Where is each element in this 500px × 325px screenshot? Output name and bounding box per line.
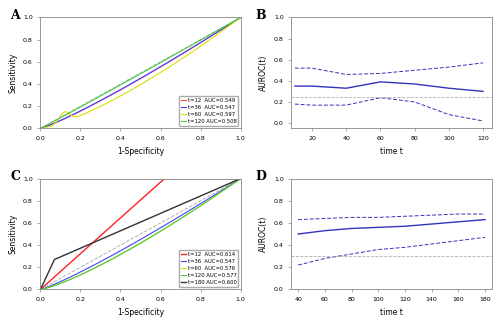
t=120 AUC=0.508 bbox=[134, 74, 140, 78]
t=180 AUC=0.600 bbox=[233, 179, 239, 183]
t=60  AUC=0.597 bbox=[146, 78, 152, 82]
t=12  AUC=0.549 bbox=[202, 38, 207, 42]
t=36  AUC=0.547 bbox=[132, 79, 138, 83]
t=36  AUC=0.547 bbox=[134, 79, 140, 83]
t=12  AUC=0.614 bbox=[202, 176, 208, 180]
X-axis label: time t: time t bbox=[380, 147, 403, 156]
t=60  AUC=0.597 bbox=[132, 85, 138, 89]
t=12  AUC=0.549 bbox=[238, 16, 244, 20]
Legend: t=12  AUC=0.614, t=36  AUC=0.547, t=60  AUC=0.576, t=120 AUC=0.577, t=180 AUC=0.: t=12 AUC=0.614, t=36 AUC=0.547, t=60 AUC… bbox=[179, 250, 238, 287]
t=36  AUC=0.547 bbox=[233, 19, 239, 22]
t=36  AUC=0.547 bbox=[132, 240, 138, 244]
t=60  AUC=0.597 bbox=[233, 19, 239, 23]
t=36  AUC=0.547 bbox=[156, 65, 162, 69]
t=36  AUC=0.547 bbox=[238, 16, 244, 20]
t=120 AUC=0.577 bbox=[146, 236, 152, 240]
t=120 AUC=0.577 bbox=[156, 230, 162, 234]
t=120 AUC=0.508 bbox=[233, 18, 239, 22]
X-axis label: 1-Specificity: 1-Specificity bbox=[117, 147, 164, 156]
t=60  AUC=0.576 bbox=[233, 180, 239, 184]
t=12  AUC=0.549 bbox=[146, 72, 152, 76]
t=120 AUC=0.508 bbox=[156, 61, 162, 65]
t=60  AUC=0.576 bbox=[238, 176, 244, 180]
t=180 AUC=0.600 bbox=[202, 192, 207, 196]
t=120 AUC=0.508 bbox=[238, 16, 244, 20]
Line: t=12  AUC=0.614: t=12 AUC=0.614 bbox=[40, 178, 240, 290]
t=36  AUC=0.547 bbox=[156, 227, 162, 230]
Line: t=12  AUC=0.549: t=12 AUC=0.549 bbox=[40, 18, 240, 128]
Y-axis label: Sensitivity: Sensitivity bbox=[8, 53, 18, 93]
t=180 AUC=0.600 bbox=[132, 222, 138, 226]
t=60  AUC=0.597 bbox=[38, 126, 44, 130]
t=36  AUC=0.547 bbox=[202, 199, 207, 203]
Text: A: A bbox=[10, 8, 20, 21]
X-axis label: time t: time t bbox=[380, 308, 403, 317]
Line: t=36  AUC=0.547: t=36 AUC=0.547 bbox=[40, 18, 240, 128]
t=36  AUC=0.547 bbox=[38, 288, 44, 292]
t=12  AUC=0.614 bbox=[162, 176, 168, 180]
t=60  AUC=0.597 bbox=[202, 42, 207, 46]
t=12  AUC=0.549 bbox=[134, 79, 140, 83]
t=12  AUC=0.614 bbox=[132, 202, 138, 206]
X-axis label: 1-Specificity: 1-Specificity bbox=[117, 308, 164, 317]
Text: D: D bbox=[256, 170, 266, 183]
t=60  AUC=0.576 bbox=[38, 288, 44, 292]
t=12  AUC=0.549 bbox=[233, 19, 239, 22]
Line: t=180 AUC=0.600: t=180 AUC=0.600 bbox=[40, 178, 240, 290]
t=60  AUC=0.597 bbox=[156, 71, 162, 75]
t=60  AUC=0.597 bbox=[134, 85, 140, 89]
t=36  AUC=0.547 bbox=[202, 38, 207, 42]
t=120 AUC=0.508 bbox=[202, 36, 207, 40]
t=60  AUC=0.576 bbox=[146, 236, 152, 240]
t=12  AUC=0.549 bbox=[156, 66, 162, 70]
Line: t=60  AUC=0.597: t=60 AUC=0.597 bbox=[40, 18, 240, 128]
t=12  AUC=0.614 bbox=[238, 176, 244, 180]
Line: t=120 AUC=0.508: t=120 AUC=0.508 bbox=[40, 18, 240, 128]
Y-axis label: AUROC(t): AUROC(t) bbox=[260, 216, 268, 252]
t=36  AUC=0.547 bbox=[134, 240, 140, 243]
t=36  AUC=0.547 bbox=[146, 72, 152, 75]
t=12  AUC=0.614 bbox=[233, 176, 239, 180]
t=120 AUC=0.508 bbox=[132, 75, 138, 79]
t=180 AUC=0.600 bbox=[38, 288, 44, 292]
t=12  AUC=0.549 bbox=[132, 80, 138, 84]
t=36  AUC=0.547 bbox=[233, 180, 239, 184]
t=36  AUC=0.547 bbox=[38, 126, 44, 130]
t=180 AUC=0.600 bbox=[146, 216, 152, 220]
t=180 AUC=0.600 bbox=[156, 212, 162, 216]
t=12  AUC=0.614 bbox=[134, 202, 140, 205]
t=120 AUC=0.577 bbox=[132, 244, 138, 248]
t=12  AUC=0.614 bbox=[156, 181, 162, 185]
Legend: t=12  AUC=0.549, t=36  AUC=0.547, t=60  AUC=0.597, t=120 AUC=0.508: t=12 AUC=0.549, t=36 AUC=0.547, t=60 AUC… bbox=[179, 96, 238, 126]
Text: B: B bbox=[256, 8, 266, 21]
t=12  AUC=0.549 bbox=[38, 126, 44, 130]
t=60  AUC=0.576 bbox=[202, 201, 207, 205]
t=120 AUC=0.508 bbox=[146, 67, 152, 71]
Line: t=60  AUC=0.576: t=60 AUC=0.576 bbox=[40, 178, 240, 290]
Line: t=120 AUC=0.577: t=120 AUC=0.577 bbox=[40, 178, 240, 290]
Text: C: C bbox=[10, 170, 20, 183]
t=60  AUC=0.576 bbox=[132, 244, 138, 248]
t=36  AUC=0.547 bbox=[146, 233, 152, 237]
t=120 AUC=0.577 bbox=[233, 180, 239, 184]
t=120 AUC=0.577 bbox=[238, 176, 244, 180]
Y-axis label: AUROC(t): AUROC(t) bbox=[260, 55, 268, 91]
Line: t=36  AUC=0.547: t=36 AUC=0.547 bbox=[40, 178, 240, 290]
t=12  AUC=0.614 bbox=[38, 288, 44, 292]
t=60  AUC=0.576 bbox=[156, 230, 162, 234]
t=120 AUC=0.577 bbox=[202, 201, 207, 205]
t=60  AUC=0.576 bbox=[134, 243, 140, 247]
t=60  AUC=0.597 bbox=[238, 16, 244, 20]
t=180 AUC=0.600 bbox=[134, 222, 140, 226]
t=12  AUC=0.614 bbox=[146, 191, 152, 195]
t=120 AUC=0.577 bbox=[38, 288, 44, 292]
Y-axis label: Sensitivity: Sensitivity bbox=[8, 214, 18, 254]
t=180 AUC=0.600 bbox=[238, 176, 244, 180]
t=36  AUC=0.547 bbox=[238, 176, 244, 180]
t=120 AUC=0.508 bbox=[38, 126, 44, 130]
t=120 AUC=0.577 bbox=[134, 243, 140, 247]
